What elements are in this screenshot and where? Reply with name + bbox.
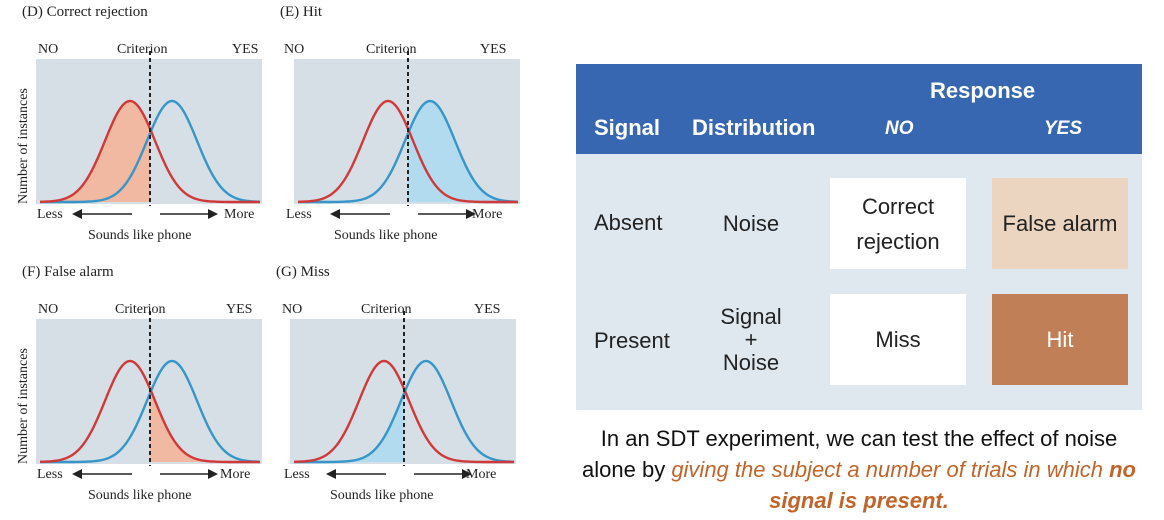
panel-title: (G) Miss	[276, 264, 330, 280]
signal-header: Signal	[594, 115, 661, 140]
yes-label: YES	[474, 302, 501, 317]
caption: In an SDT experiment, we can test the ef…	[576, 423, 1142, 516]
distribution-line: Noise	[722, 350, 780, 375]
more-label: More	[472, 207, 503, 222]
no-label: NO	[284, 42, 305, 57]
row-label-absent: Absent	[594, 210, 663, 235]
more-label: More	[224, 207, 255, 222]
less-arrowhead	[72, 209, 82, 219]
table-header: Response Signal Distribution NO YES	[576, 64, 1142, 154]
less-label: Less	[286, 207, 312, 222]
yes-header: YES	[1044, 118, 1083, 139]
panel-title: (F) False alarm	[22, 264, 114, 280]
less-label: Less	[37, 207, 63, 222]
distribution-header: Distribution	[692, 115, 816, 140]
yes-label: YES	[226, 302, 253, 317]
more-arrowhead	[208, 469, 218, 479]
cell-correct-rejection: Correct rejection	[830, 178, 966, 269]
distribution-line: Signal	[720, 304, 782, 329]
caption-highlight-text: giving the subject a number of trials in…	[671, 457, 1110, 482]
signal-noise-curve	[298, 99, 519, 204]
panel-correct-rejection: (D) Correct rejection NO Criterion YES N…	[14, 4, 264, 254]
caption-text: In an SDT experiment, we can test the ef…	[582, 426, 1118, 482]
more-label: More	[220, 467, 251, 482]
less-arrowhead	[326, 469, 336, 479]
caption-highlight: giving the subject a number of trials in…	[671, 457, 1136, 513]
plot-area	[36, 311, 262, 479]
caption-highlight-bold: no signal is present.	[769, 457, 1136, 513]
more-arrowhead	[466, 209, 476, 219]
no-header: NO	[885, 118, 914, 139]
cell-hit: Hit	[992, 294, 1128, 385]
plot-area	[36, 51, 262, 219]
criterion-label: Criterion	[366, 42, 417, 57]
plot-area	[294, 51, 520, 219]
criterion-label: Criterion	[117, 42, 168, 57]
panel-miss: (G) Miss NO Criterion YES Less More Soun…	[268, 264, 518, 514]
more-arrowhead	[208, 209, 218, 219]
false-alarm-area	[150, 388, 260, 462]
plot-area	[290, 311, 516, 479]
response-header: Response	[930, 78, 1036, 103]
less-label: Less	[284, 467, 310, 482]
row-label-present: Present	[594, 328, 670, 353]
criterion-label: Criterion	[115, 302, 166, 317]
no-label: NO	[38, 302, 59, 317]
panel-hit: (E) Hit NO Criterion YES Less More Sound…	[272, 4, 522, 254]
panel-false-alarm: (F) False alarm NO Criterion YES Number …	[14, 264, 264, 514]
less-arrowhead	[330, 209, 340, 219]
correct-rejection-area	[40, 101, 150, 202]
hit-area	[408, 101, 518, 202]
no-label: NO	[282, 302, 303, 317]
criterion-label: Criterion	[361, 302, 412, 317]
x-axis-label: Sounds like phone	[334, 228, 438, 243]
cell-false-alarm: False alarm	[992, 178, 1128, 269]
signal-noise-curve	[40, 99, 261, 204]
yes-label: YES	[232, 42, 259, 57]
yes-label: YES	[480, 42, 507, 57]
x-axis-label: Sounds like phone	[330, 488, 434, 503]
distribution-noise: Noise	[722, 211, 780, 236]
x-axis-label: Sounds like phone	[88, 228, 192, 243]
less-label: Less	[37, 467, 63, 482]
more-label: More	[466, 467, 497, 482]
miss-area	[294, 393, 404, 462]
sdt-response-table: Response Signal Distribution NO YES Abse…	[576, 64, 1142, 410]
signal-noise-curve	[40, 359, 261, 464]
signal-noise-curve	[294, 359, 515, 464]
less-arrowhead	[72, 469, 82, 479]
distribution-line: +	[744, 327, 758, 352]
panel-title: (D) Correct rejection	[22, 4, 148, 20]
more-arrowhead	[462, 469, 472, 479]
panel-title: (E) Hit	[280, 4, 323, 20]
x-axis-label: Sounds like phone	[88, 488, 192, 503]
no-label: NO	[38, 42, 59, 57]
distribution-signal-noise: Signal + Noise	[706, 305, 796, 374]
cell-miss: Miss	[830, 294, 966, 385]
